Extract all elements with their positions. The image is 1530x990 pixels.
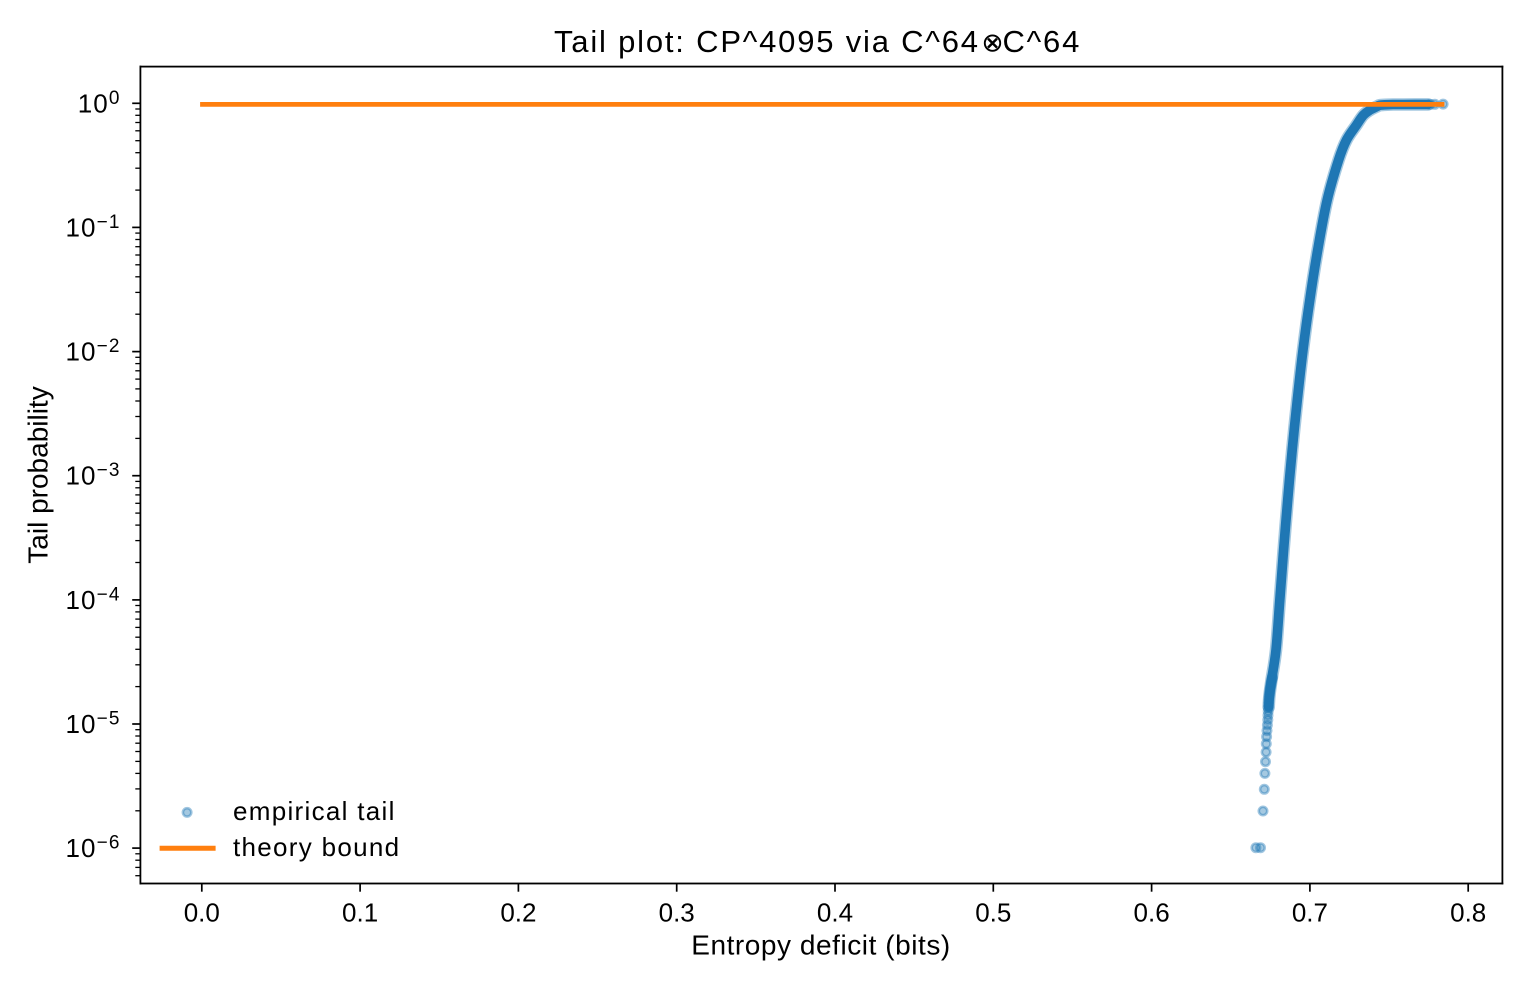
svg-text:0.3: 0.3 — [659, 898, 695, 928]
svg-text:Tail probability: Tail probability — [23, 386, 54, 563]
svg-text:0.7: 0.7 — [1292, 898, 1328, 928]
svg-text:0.8: 0.8 — [1450, 898, 1486, 928]
svg-text:0.4: 0.4 — [817, 898, 853, 928]
svg-text:0.2: 0.2 — [500, 898, 536, 928]
svg-text:empirical tail: empirical tail — [233, 796, 396, 826]
svg-text:theory bound: theory bound — [233, 832, 400, 862]
svg-text:Tail plot: CP^4095 via C^64: Tail plot: CP^4095 via C^64 — [554, 24, 980, 59]
svg-text:10−5: 10−5 — [66, 709, 121, 740]
svg-text:10−4: 10−4 — [66, 584, 121, 615]
svg-text:0.0: 0.0 — [184, 898, 220, 928]
svg-text:0.5: 0.5 — [975, 898, 1011, 928]
svg-text:C^64: C^64 — [1003, 24, 1082, 59]
svg-text:10−1: 10−1 — [66, 212, 121, 243]
svg-text:0.6: 0.6 — [1134, 898, 1170, 928]
svg-text:10−2: 10−2 — [66, 336, 121, 367]
svg-text:10−6: 10−6 — [66, 833, 121, 864]
svg-text:Entropy deficit (bits): Entropy deficit (bits) — [691, 930, 951, 961]
svg-text:0.1: 0.1 — [342, 898, 378, 928]
